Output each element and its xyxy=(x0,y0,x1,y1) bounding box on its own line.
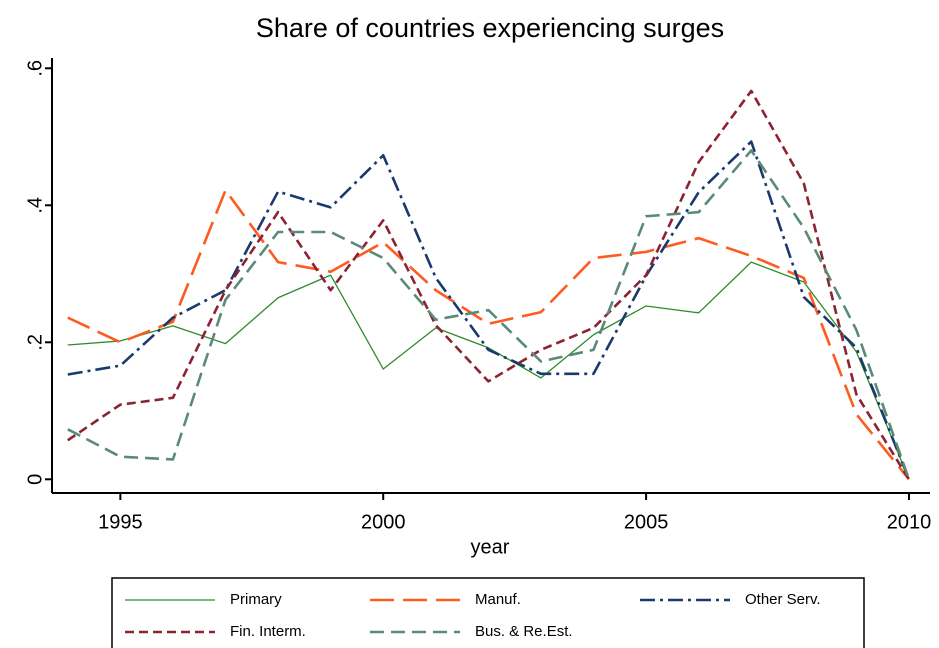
series-line xyxy=(67,140,911,480)
legend-label: Primary xyxy=(230,591,282,608)
y-tick-label: .6 xyxy=(24,60,46,77)
x-tick-label: 2010 xyxy=(887,511,932,533)
legend-label: Bus. & Re.Est. xyxy=(475,623,573,640)
x-tick-label: 2000 xyxy=(361,511,406,533)
y-tick-label: 0 xyxy=(24,474,46,485)
legend-label: Manuf. xyxy=(475,591,521,608)
legend-box xyxy=(111,577,865,648)
legend-label: Other Serv. xyxy=(745,591,821,608)
chart-title: Share of countries experiencing surges xyxy=(256,13,724,43)
x-tick-label: 1995 xyxy=(98,511,143,533)
x-tick-label: 2005 xyxy=(624,511,669,533)
x-axis-label: year xyxy=(471,536,510,558)
y-tick-label: .2 xyxy=(24,334,46,351)
legend-label: Fin. Interm. xyxy=(230,623,306,640)
series-line xyxy=(67,89,911,480)
y-tick-label: .4 xyxy=(24,197,46,214)
series-line xyxy=(67,149,911,480)
series-line xyxy=(67,188,910,481)
